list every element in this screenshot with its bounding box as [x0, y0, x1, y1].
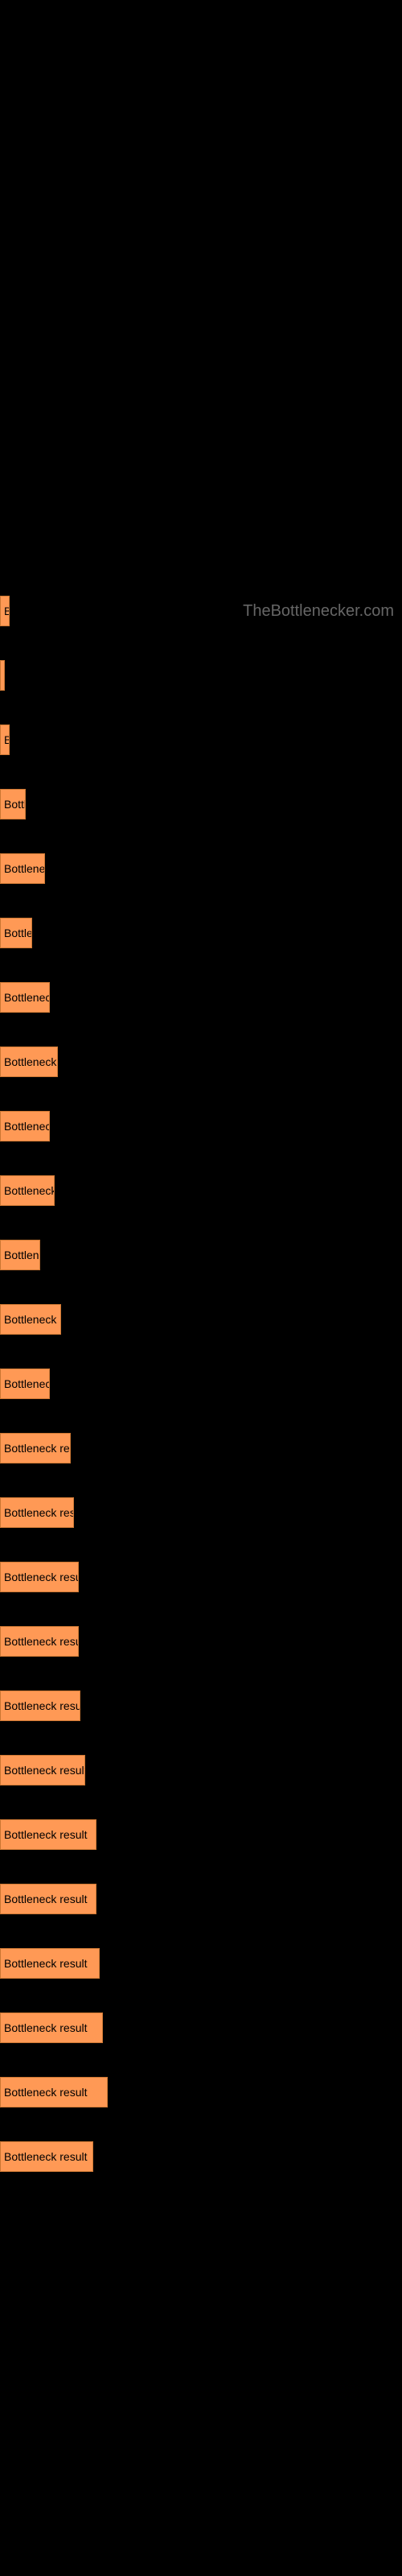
bar-row: Bottleneck result — [0, 1884, 402, 1914]
bar-row: Bottleneck result — [0, 1562, 402, 1592]
bar-row: Bottleneck — [0, 853, 402, 884]
bar-row: Bottleneck result — [0, 1948, 402, 1979]
bar-row: Bottleneck res — [0, 1175, 402, 1206]
bar-label: Bottlen — [4, 927, 31, 939]
bar-label: Bottleneck — [4, 862, 44, 875]
bar-6: Bottleneck re — [0, 982, 50, 1013]
bar-row: Bottlen — [0, 918, 402, 948]
bar-row: Bottleneck re — [0, 1368, 402, 1399]
bar-label: Bottleneck re — [4, 1377, 49, 1390]
bar-3: Bottle — [0, 789, 26, 819]
bar-label: Bottleneck re — [4, 991, 49, 1004]
bar-row: Bottleneck result — [0, 1755, 402, 1785]
bar-0: B — [0, 596, 10, 626]
bar-14: Bottleneck result — [0, 1497, 74, 1528]
bar-label: Bottleneck result — [4, 2150, 88, 2163]
bar-row: Bottleneck result — [0, 1690, 402, 1721]
bar-8: Bottleneck re — [0, 1111, 50, 1141]
bar-row: Bottleneck result — [0, 1819, 402, 1850]
bar-15: Bottleneck result — [0, 1562, 79, 1592]
bar-22: Bottleneck result — [0, 2013, 103, 2043]
bar-row: Bottleneck resu — [0, 1046, 402, 1077]
bar-12: Bottleneck re — [0, 1368, 50, 1399]
bar-label: Bottleneck result — [4, 2021, 88, 2034]
bar-24: Bottleneck result — [0, 2141, 93, 2172]
bar-label: Bottle — [4, 798, 25, 811]
bar-chart: B B Bottle Bottleneck Bottlen Bottleneck… — [0, 596, 402, 2172]
bar-row: Bottleneck result — [0, 1304, 402, 1335]
bar-9: Bottleneck res — [0, 1175, 55, 1206]
bar-row: Bottleneck result — [0, 1497, 402, 1528]
bar-label: Bottleneck res — [4, 1184, 54, 1197]
bar-label: Bottleneck result — [4, 1957, 88, 1970]
bar-label: Bottleneck — [4, 1249, 39, 1261]
bar-row: Bottleneck result — [0, 2013, 402, 2043]
bar-1 — [0, 660, 5, 691]
bar-label: Bottleneck result — [4, 1635, 78, 1648]
bar-label: B — [4, 605, 9, 617]
bar-20: Bottleneck result — [0, 1884, 96, 1914]
bar-19: Bottleneck result — [0, 1819, 96, 1850]
bar-21: Bottleneck result — [0, 1948, 100, 1979]
bar-label: Bottleneck re — [4, 1120, 49, 1133]
bar-18: Bottleneck result — [0, 1755, 85, 1785]
bar-row — [0, 660, 402, 691]
bar-label: Bottleneck result — [4, 1571, 78, 1583]
bar-label: Bottleneck result — [4, 1893, 88, 1905]
bar-row: Bottleneck result — [0, 2077, 402, 2107]
bar-label: Bottleneck result — [4, 1313, 60, 1326]
bar-label: Bottleneck result — [4, 1764, 84, 1777]
bar-row: Bottleneck — [0, 1240, 402, 1270]
bar-label: Bottleneck result — [4, 1506, 73, 1519]
bar-label: Bottleneck result — [4, 1828, 88, 1841]
bar-row: Bottleneck result — [0, 2141, 402, 2172]
bar-label: Bottleneck result — [4, 1699, 80, 1712]
bar-row: B — [0, 724, 402, 755]
bar-4: Bottleneck — [0, 853, 45, 884]
watermark-text: TheBottlenecker.com — [243, 602, 394, 621]
bar-17: Bottleneck result — [0, 1690, 80, 1721]
bar-11: Bottleneck result — [0, 1304, 61, 1335]
bar-row: Bottleneck result — [0, 1626, 402, 1657]
bar-13: Bottleneck result — [0, 1433, 71, 1463]
bar-7: Bottleneck resu — [0, 1046, 58, 1077]
bar-10: Bottleneck — [0, 1240, 40, 1270]
bar-row: Bottleneck re — [0, 1111, 402, 1141]
bar-label: Bottleneck result — [4, 2086, 88, 2099]
bar-5: Bottlen — [0, 918, 32, 948]
bar-label: Bottleneck resu — [4, 1055, 57, 1068]
bar-row: Bottle — [0, 789, 402, 819]
bar-2: B — [0, 724, 10, 755]
bar-23: Bottleneck result — [0, 2077, 108, 2107]
bar-label: B — [4, 733, 9, 746]
bar-row: Bottleneck result — [0, 1433, 402, 1463]
bar-row: Bottleneck re — [0, 982, 402, 1013]
bar-16: Bottleneck result — [0, 1626, 79, 1657]
bar-label: Bottleneck result — [4, 1442, 70, 1455]
